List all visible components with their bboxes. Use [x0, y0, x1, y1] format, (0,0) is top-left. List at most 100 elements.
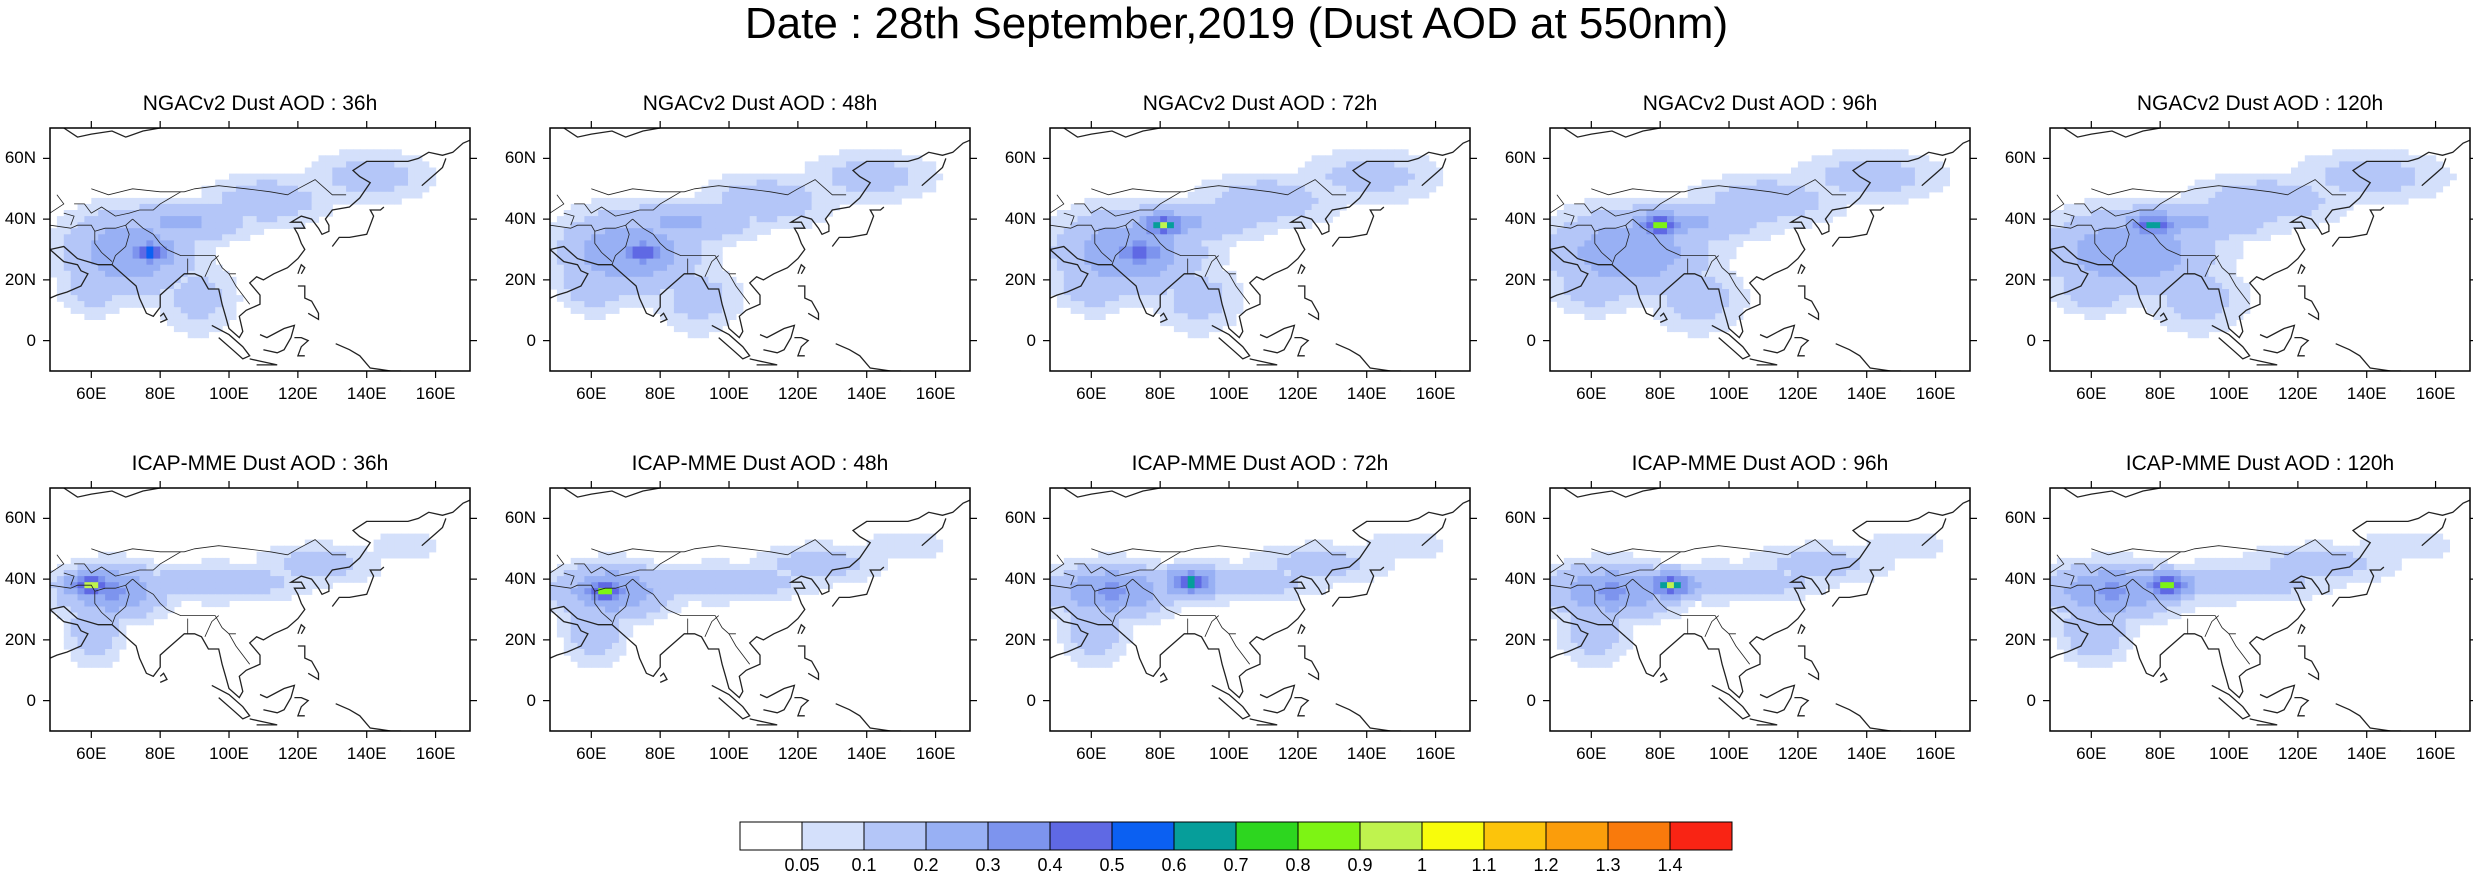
- lon-tick-label: 100E: [1699, 744, 1759, 764]
- colorbar-swatch: [740, 822, 802, 850]
- lat-tick-label: 20N: [1494, 630, 1536, 650]
- lat-tick-label: 60N: [1494, 148, 1536, 168]
- lat-tick-label: 0: [1494, 331, 1536, 351]
- lat-tick-label: 0: [1994, 691, 2036, 711]
- lon-tick-label: 120E: [2268, 384, 2328, 404]
- lon-tick-label: 120E: [268, 384, 328, 404]
- lon-tick-label: 120E: [1268, 384, 1328, 404]
- lon-tick-label: 100E: [199, 744, 259, 764]
- lat-tick-label: 60N: [1994, 508, 2036, 528]
- lon-tick-label: 60E: [2061, 744, 2121, 764]
- lon-tick-label: 160E: [906, 744, 966, 764]
- panel-title: NGACv2 Dust AOD : 36h: [50, 92, 470, 116]
- lat-tick-label: 0: [0, 331, 36, 351]
- lon-tick-label: 160E: [1406, 744, 1466, 764]
- lat-tick-label: 0: [494, 691, 536, 711]
- panel-title: NGACv2 Dust AOD : 48h: [550, 92, 970, 116]
- lat-tick-label: 40N: [1494, 569, 1536, 589]
- lon-tick-label: 120E: [1268, 744, 1328, 764]
- map-panel-ngac-0: [43, 121, 477, 378]
- lon-tick-label: 140E: [1837, 744, 1897, 764]
- lon-tick-label: 140E: [1337, 744, 1397, 764]
- colorbar-swatch: [1112, 822, 1174, 850]
- lon-tick-label: 120E: [768, 384, 828, 404]
- colorbar-label: 0.2: [896, 855, 956, 875]
- colorbar-swatch: [1546, 822, 1608, 850]
- lat-tick-label: 20N: [1994, 630, 2036, 650]
- colorbar-label: 0.8: [1268, 855, 1328, 875]
- lat-tick-label: 40N: [1494, 209, 1536, 229]
- lon-tick-label: 80E: [630, 384, 690, 404]
- lon-tick-label: 140E: [337, 744, 397, 764]
- lat-tick-label: 20N: [1994, 270, 2036, 290]
- panel-title: NGACv2 Dust AOD : 96h: [1550, 92, 1970, 116]
- map-panel-ngac-1: [543, 121, 977, 378]
- colorbar-swatch: [1608, 822, 1670, 850]
- lon-tick-label: 80E: [1130, 384, 1190, 404]
- lat-tick-label: 20N: [0, 270, 36, 290]
- lon-tick-label: 60E: [2061, 384, 2121, 404]
- lon-tick-label: 160E: [2406, 384, 2466, 404]
- colorbar-swatch: [1360, 822, 1422, 850]
- colorbar-label: 0.4: [1020, 855, 1080, 875]
- colorbar-label: 1.4: [1640, 855, 1700, 875]
- lon-tick-label: 140E: [837, 384, 897, 404]
- lon-tick-label: 120E: [268, 744, 328, 764]
- colorbar-label: 1.2: [1516, 855, 1576, 875]
- lat-tick-label: 0: [994, 691, 1036, 711]
- lat-tick-label: 20N: [994, 630, 1036, 650]
- lon-tick-label: 140E: [2337, 744, 2397, 764]
- lat-tick-label: 60N: [494, 508, 536, 528]
- colorbar-label: 0.9: [1330, 855, 1390, 875]
- lat-tick-label: 60N: [0, 148, 36, 168]
- lon-tick-label: 140E: [337, 384, 397, 404]
- lat-tick-label: 40N: [0, 569, 36, 589]
- lon-tick-label: 80E: [130, 744, 190, 764]
- lon-tick-label: 60E: [1061, 744, 1121, 764]
- lat-tick-label: 60N: [994, 508, 1036, 528]
- lon-tick-label: 60E: [561, 744, 621, 764]
- lon-tick-label: 160E: [1906, 384, 1966, 404]
- lat-tick-label: 40N: [994, 209, 1036, 229]
- lon-tick-label: 60E: [1561, 384, 1621, 404]
- lat-tick-label: 40N: [1994, 569, 2036, 589]
- lon-tick-label: 100E: [699, 384, 759, 404]
- lon-tick-label: 60E: [1061, 384, 1121, 404]
- lon-tick-label: 160E: [406, 744, 466, 764]
- map-panel-icap-1: [543, 481, 977, 738]
- lon-tick-label: 120E: [1768, 384, 1828, 404]
- lat-tick-label: 20N: [0, 630, 36, 650]
- colorbar-swatch: [1422, 822, 1484, 850]
- lon-tick-label: 100E: [1199, 744, 1259, 764]
- lat-tick-label: 20N: [1494, 270, 1536, 290]
- lat-tick-label: 40N: [1994, 209, 2036, 229]
- colorbar-label: 0.5: [1082, 855, 1142, 875]
- lon-tick-label: 80E: [1630, 744, 1690, 764]
- colorbar-label: 0.3: [958, 855, 1018, 875]
- map-panel-icap-3: [1543, 481, 1977, 738]
- lon-tick-label: 60E: [1561, 744, 1621, 764]
- lat-tick-label: 20N: [494, 270, 536, 290]
- panel-title: ICAP-MME Dust AOD : 72h: [1050, 452, 1470, 476]
- panel-title: ICAP-MME Dust AOD : 120h: [2050, 452, 2470, 476]
- colorbar-swatch: [1670, 822, 1732, 850]
- lat-tick-label: 60N: [494, 148, 536, 168]
- map-panel-icap-2: [1043, 481, 1477, 738]
- colorbar: [740, 822, 1732, 850]
- lat-tick-label: 40N: [494, 569, 536, 589]
- lat-tick-label: 40N: [994, 569, 1036, 589]
- lon-tick-label: 140E: [1837, 384, 1897, 404]
- lon-tick-label: 160E: [1406, 384, 1466, 404]
- colorbar-label: 1: [1392, 855, 1452, 875]
- lon-tick-label: 160E: [406, 384, 466, 404]
- lat-tick-label: 0: [994, 331, 1036, 351]
- lon-tick-label: 160E: [1906, 744, 1966, 764]
- map-panel-ngac-2: [1043, 121, 1477, 378]
- lon-tick-label: 160E: [2406, 744, 2466, 764]
- colorbar-swatch: [802, 822, 864, 850]
- panel-title: NGACv2 Dust AOD : 72h: [1050, 92, 1470, 116]
- lon-tick-label: 120E: [2268, 744, 2328, 764]
- lon-tick-label: 80E: [130, 384, 190, 404]
- lat-tick-label: 20N: [994, 270, 1036, 290]
- lon-tick-label: 100E: [199, 384, 259, 404]
